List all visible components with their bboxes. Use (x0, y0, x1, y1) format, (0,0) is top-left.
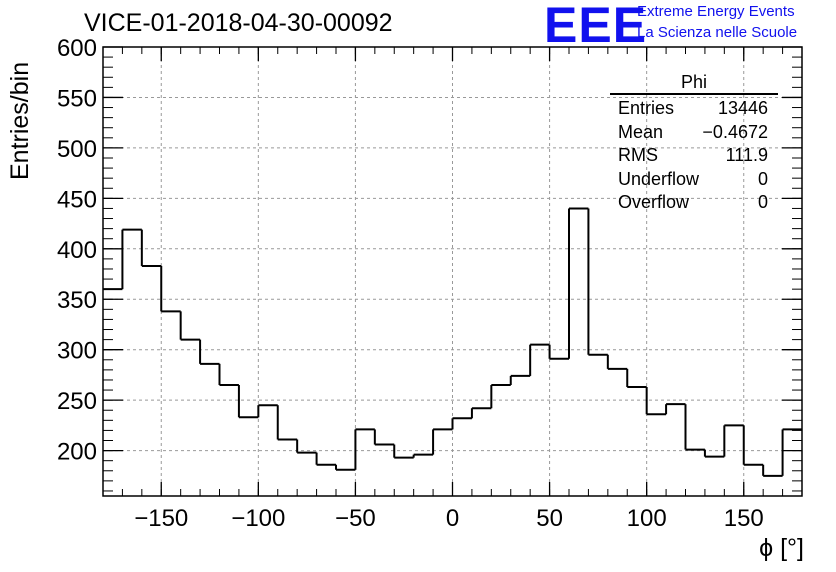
stats-value: 0 (757, 168, 768, 189)
y-tick-label: 200 (57, 439, 97, 466)
x-tick-label: −100 (231, 505, 285, 532)
run-title: VICE-01-2018-04-30-00092 (84, 9, 393, 37)
y-tick-label: 350 (57, 287, 97, 314)
x-axis-label: ϕ [°] (759, 534, 804, 562)
stats-label: Underflow (618, 168, 700, 189)
stats-value: 0 (757, 192, 768, 212)
y-tick-label: 500 (57, 136, 97, 163)
y-tick-label: 400 (57, 237, 97, 264)
y-tick-label: 450 (57, 186, 97, 213)
x-tick-label: 150 (724, 505, 764, 532)
stats-label: Overflow (618, 192, 690, 212)
y-axis-label: Entries/bin (6, 61, 34, 180)
y-tick-label: 600 (57, 35, 97, 62)
logo-subtitle-line1: Extreme Energy Events (637, 3, 795, 20)
x-tick-label: −150 (134, 505, 188, 532)
x-tick-label: −50 (335, 505, 376, 532)
stats-row-mean: Mean −0.4672 (610, 121, 778, 145)
x-tick-label: 100 (627, 505, 667, 532)
stats-label: RMS (618, 145, 658, 165)
stats-value: 111.9 (725, 145, 768, 165)
stats-row-underflow: Underflow 0 (610, 168, 778, 192)
stats-value: −0.4672 (702, 121, 768, 142)
stats-label: Mean (618, 121, 664, 142)
eee-logo: EEE (544, 0, 648, 53)
stats-box: Phi Entries 13446 Mean −0.4672 RMS 111.9… (610, 72, 778, 215)
x-tick-label: 0 (446, 505, 459, 532)
plot-frame (102, 46, 803, 497)
stats-row-overflow: Overflow 0 (610, 191, 778, 215)
stats-row-rms: RMS 111.9 (610, 144, 778, 168)
stats-value: 13446 (717, 98, 768, 118)
stats-title: Phi (610, 72, 778, 95)
stats-label: Entries (618, 98, 675, 118)
x-tick-label: 50 (536, 505, 563, 532)
y-tick-label: 300 (57, 338, 97, 365)
stats-row-entries: Entries 13446 (610, 97, 778, 121)
logo-subtitle-line2: La Scienza nelle Scuole (637, 24, 798, 41)
y-tick-label: 550 (57, 85, 97, 112)
y-tick-label: 250 (57, 388, 97, 415)
